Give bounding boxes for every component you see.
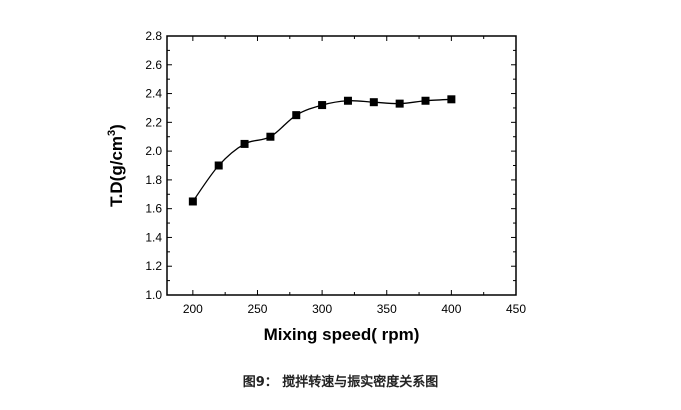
data-point: [240, 139, 249, 148]
y-tick-label: 1.2: [145, 259, 162, 273]
data-point: [343, 96, 352, 105]
x-tick-label: 250: [247, 302, 267, 316]
x-tick-label: 300: [312, 302, 332, 316]
x-axis-label: Mixing speed( rpm): [264, 325, 420, 344]
x-tick-label: 350: [377, 302, 397, 316]
data-point: [292, 111, 301, 120]
y-tick-label: 2.0: [145, 144, 162, 158]
x-tick-label: 450: [506, 302, 526, 316]
data-point: [266, 132, 275, 141]
data-point: [421, 96, 430, 105]
data-point: [188, 197, 197, 206]
y-tick-label: 1.6: [145, 202, 162, 216]
x-tick-label: 200: [183, 302, 203, 316]
series-line: [192, 98, 452, 202]
y-tick-label: 2.4: [145, 87, 162, 101]
figure-caption: 图9： 搅拌转速与振实密度关系图: [242, 375, 439, 390]
data-point: [318, 101, 327, 110]
data-point: [447, 95, 456, 104]
data-point: [214, 161, 223, 170]
y-tick-label: 1.4: [145, 230, 162, 244]
y-tick-label: 2.2: [145, 115, 162, 129]
y-tick-label: 1.0: [145, 288, 162, 302]
y-axis-label: T.D(g/cm3): [106, 124, 126, 207]
y-tick-label: 2.8: [145, 29, 162, 43]
y-tick-label: 2.6: [145, 58, 162, 72]
data-point: [395, 99, 404, 108]
x-tick-label: 400: [441, 302, 461, 316]
y-tick-label: 1.8: [145, 173, 162, 187]
data-point: [369, 98, 378, 107]
